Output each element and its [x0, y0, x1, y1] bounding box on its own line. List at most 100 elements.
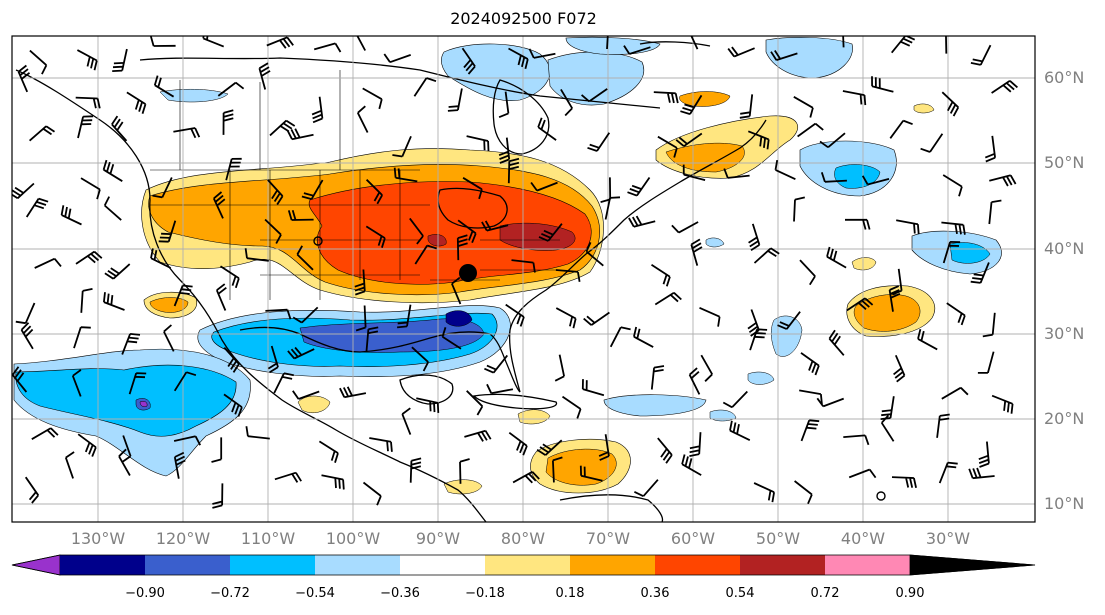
colorbar-segment [485, 555, 570, 575]
pos-hudson-blob [679, 91, 731, 107]
wind-barb [416, 397, 440, 413]
wind-barb [560, 88, 573, 117]
wind-barb [657, 135, 678, 158]
wind-barb [29, 125, 56, 142]
wind-barb [945, 36, 948, 54]
colorbar-outline [11, 554, 1036, 576]
wind-barb [397, 304, 412, 329]
wind-barb [20, 322, 34, 350]
wind-barb [627, 176, 651, 197]
wind-barb [508, 47, 529, 70]
wind-barb [628, 215, 656, 228]
lon-label: 50°W [755, 529, 801, 548]
wind-barb [60, 205, 82, 226]
colorbar-segment [825, 555, 910, 575]
wind-barb [797, 122, 824, 138]
colorbar-tick-label: −0.18 [465, 586, 505, 601]
lon-label: 100°W [325, 529, 381, 548]
wind-barb [941, 386, 969, 400]
neg-small-4 [709, 409, 737, 422]
wind-barb [152, 177, 173, 199]
wind-barb [34, 257, 62, 269]
wind-barb [828, 329, 845, 356]
wind-barb [223, 346, 240, 373]
wind-barb [729, 420, 751, 442]
greenland-line [639, 41, 711, 47]
pos-labrador-core [665, 142, 745, 173]
wind-barb [583, 311, 610, 326]
wind-barb [816, 397, 845, 408]
wind-barb [80, 177, 101, 200]
wind-barb [846, 297, 874, 312]
pos-small-1 [851, 257, 877, 271]
wind-barb [977, 351, 995, 374]
wind-barb [893, 354, 906, 383]
wind-barb [942, 241, 961, 264]
wind-barb [150, 248, 172, 269]
wind-barb [871, 76, 894, 93]
map-title: 2024092500 F072 [450, 9, 597, 28]
wind-barb [498, 137, 511, 164]
wind-barb [112, 48, 128, 72]
wind-barb [401, 407, 412, 435]
colorbar-segment [145, 555, 230, 575]
pos-small-2 [297, 395, 331, 413]
wind-barb [598, 434, 610, 461]
wind-barb [318, 440, 339, 463]
wind-barb [585, 242, 604, 267]
wind-barb [111, 115, 128, 142]
neg-arctic-light [765, 37, 853, 79]
wind-barb [800, 352, 820, 376]
wind-barbs [12, 36, 1018, 509]
wind-barb [722, 390, 748, 409]
wind-barb [311, 96, 324, 124]
colorbar-tick-label: −0.90 [125, 586, 165, 601]
wind-barb [682, 164, 706, 181]
wind-barb [888, 285, 901, 312]
wind-barb [265, 308, 292, 320]
wind-barb [700, 354, 713, 382]
lon-label: 70°W [585, 529, 631, 548]
wind-barb [414, 244, 437, 265]
wind-barb [212, 483, 224, 509]
colorbar-tick-label: −0.36 [380, 586, 420, 601]
wind-barb [861, 175, 890, 186]
wind-barb [150, 36, 176, 47]
wind-barb [339, 386, 367, 399]
lat-label: 20°N [1044, 409, 1085, 428]
wind-barb [77, 115, 94, 139]
wind-barb [587, 132, 611, 152]
lat-label: 60°N [1044, 68, 1085, 87]
wind-barb [369, 437, 393, 452]
wind-barb [126, 91, 147, 114]
neg-east-atlantic-mid [949, 242, 991, 264]
wind-barb [158, 220, 177, 243]
wind-barb [12, 182, 35, 200]
wind-barb [747, 309, 760, 337]
wind-barb [654, 291, 682, 306]
colorbar-segment [315, 555, 400, 575]
wind-barb [383, 53, 411, 64]
south-america-line [559, 494, 664, 522]
wind-barb [891, 36, 916, 54]
wind-barb [889, 119, 913, 139]
wind-barb [777, 311, 801, 330]
wind-barb [258, 62, 271, 90]
wind-barb [941, 91, 960, 117]
wind-barb [970, 262, 990, 284]
wind-barb [29, 49, 48, 75]
wind-barb [819, 132, 846, 149]
wind-barb [222, 109, 234, 135]
pos-small-5 [913, 103, 935, 114]
wind-barb [675, 132, 703, 147]
wind-barb [892, 268, 903, 296]
wind-barb [173, 284, 193, 307]
wind-barb [264, 218, 282, 244]
wind-barb [77, 433, 97, 457]
wind-barb [269, 119, 296, 137]
wind-barb [202, 36, 225, 48]
wind-barb [163, 324, 175, 352]
wind-barb [991, 394, 1014, 414]
neg-pacific-mid [15, 364, 237, 437]
wind-barb [71, 369, 82, 397]
